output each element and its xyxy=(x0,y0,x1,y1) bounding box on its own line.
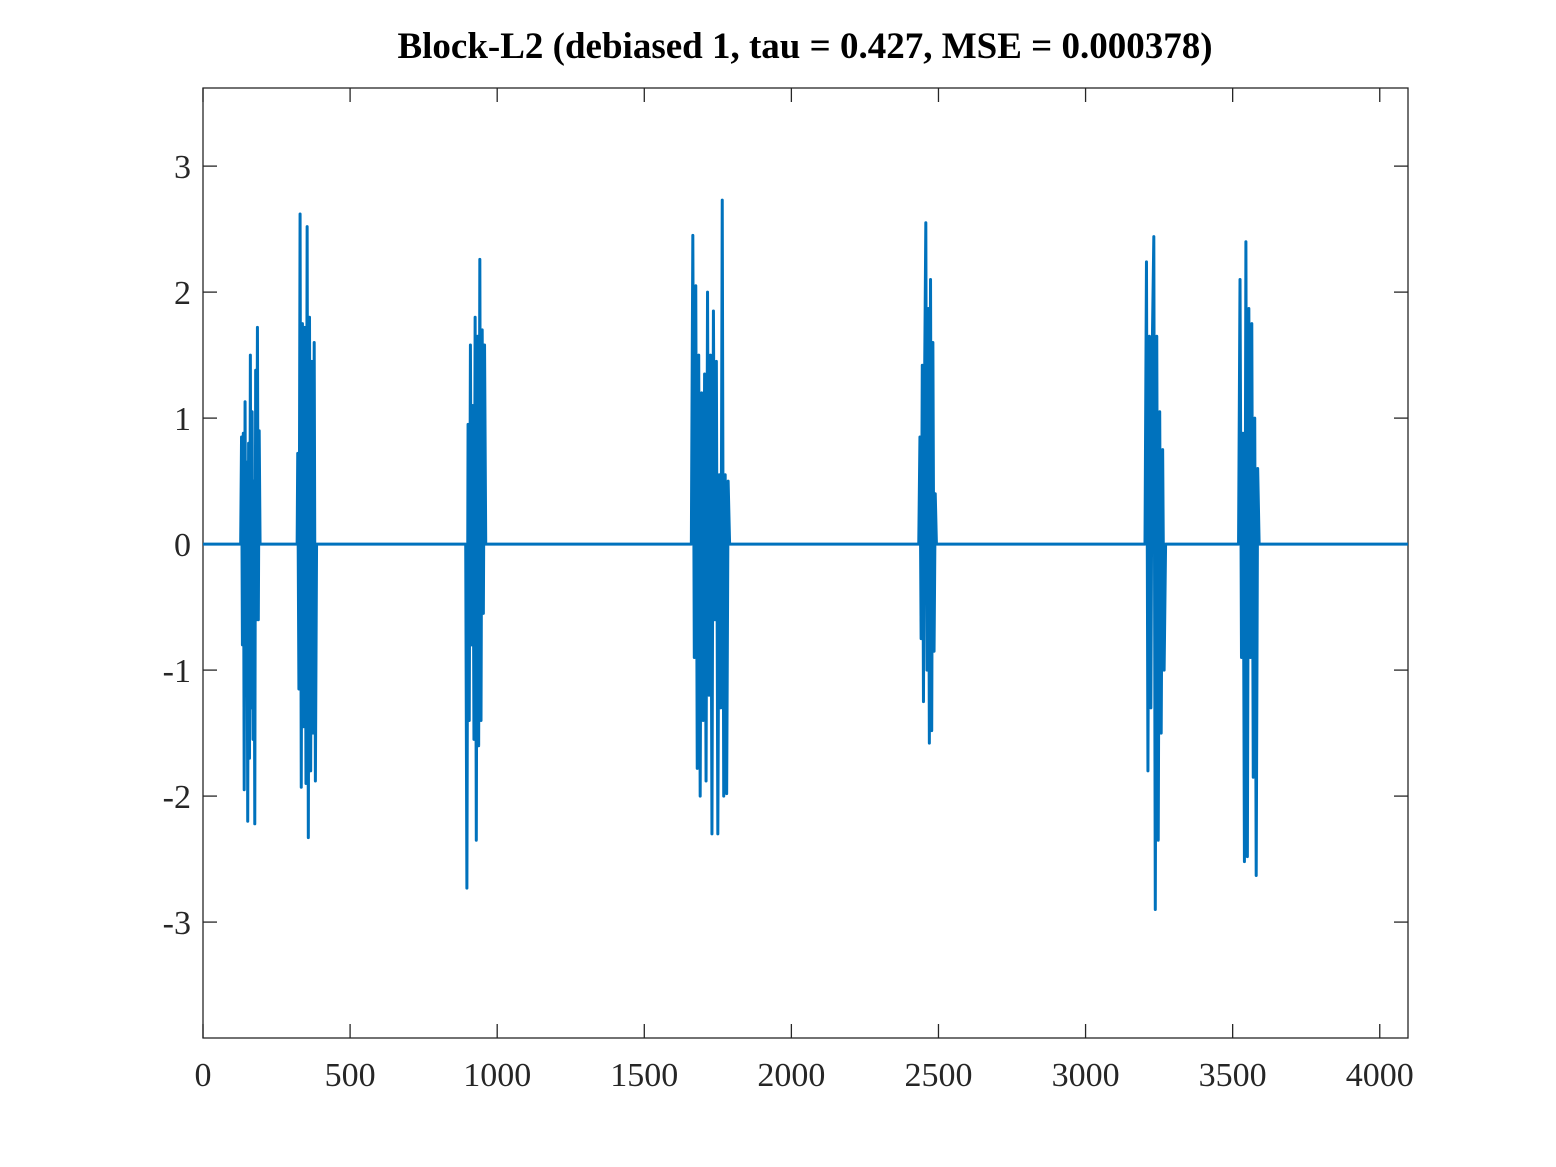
y-tick-label: -3 xyxy=(163,905,191,942)
x-tick-label: 2500 xyxy=(904,1057,972,1094)
x-tick-label: 3500 xyxy=(1199,1057,1267,1094)
y-tick-label: 2 xyxy=(174,275,191,312)
x-tick-label: 1500 xyxy=(610,1057,678,1094)
x-tick-label: 500 xyxy=(325,1057,376,1094)
y-tick-label: 3 xyxy=(174,149,191,186)
chart-title: Block-L2 (debiased 1, tau = 0.427, MSE =… xyxy=(397,26,1212,67)
x-tick-label: 3000 xyxy=(1052,1057,1120,1094)
x-tick-label: 1000 xyxy=(463,1057,531,1094)
y-tick-label: 1 xyxy=(174,401,191,438)
signal-line xyxy=(203,198,1408,911)
axes-box xyxy=(202,87,1409,1039)
x-tick-label: 2000 xyxy=(757,1057,825,1094)
y-tick-label: 0 xyxy=(174,527,191,564)
x-tick-label: 0 xyxy=(195,1057,212,1094)
x-tick-label: 4000 xyxy=(1346,1057,1414,1094)
y-tick-label: -1 xyxy=(163,653,191,690)
y-tick-label: -2 xyxy=(163,779,191,816)
